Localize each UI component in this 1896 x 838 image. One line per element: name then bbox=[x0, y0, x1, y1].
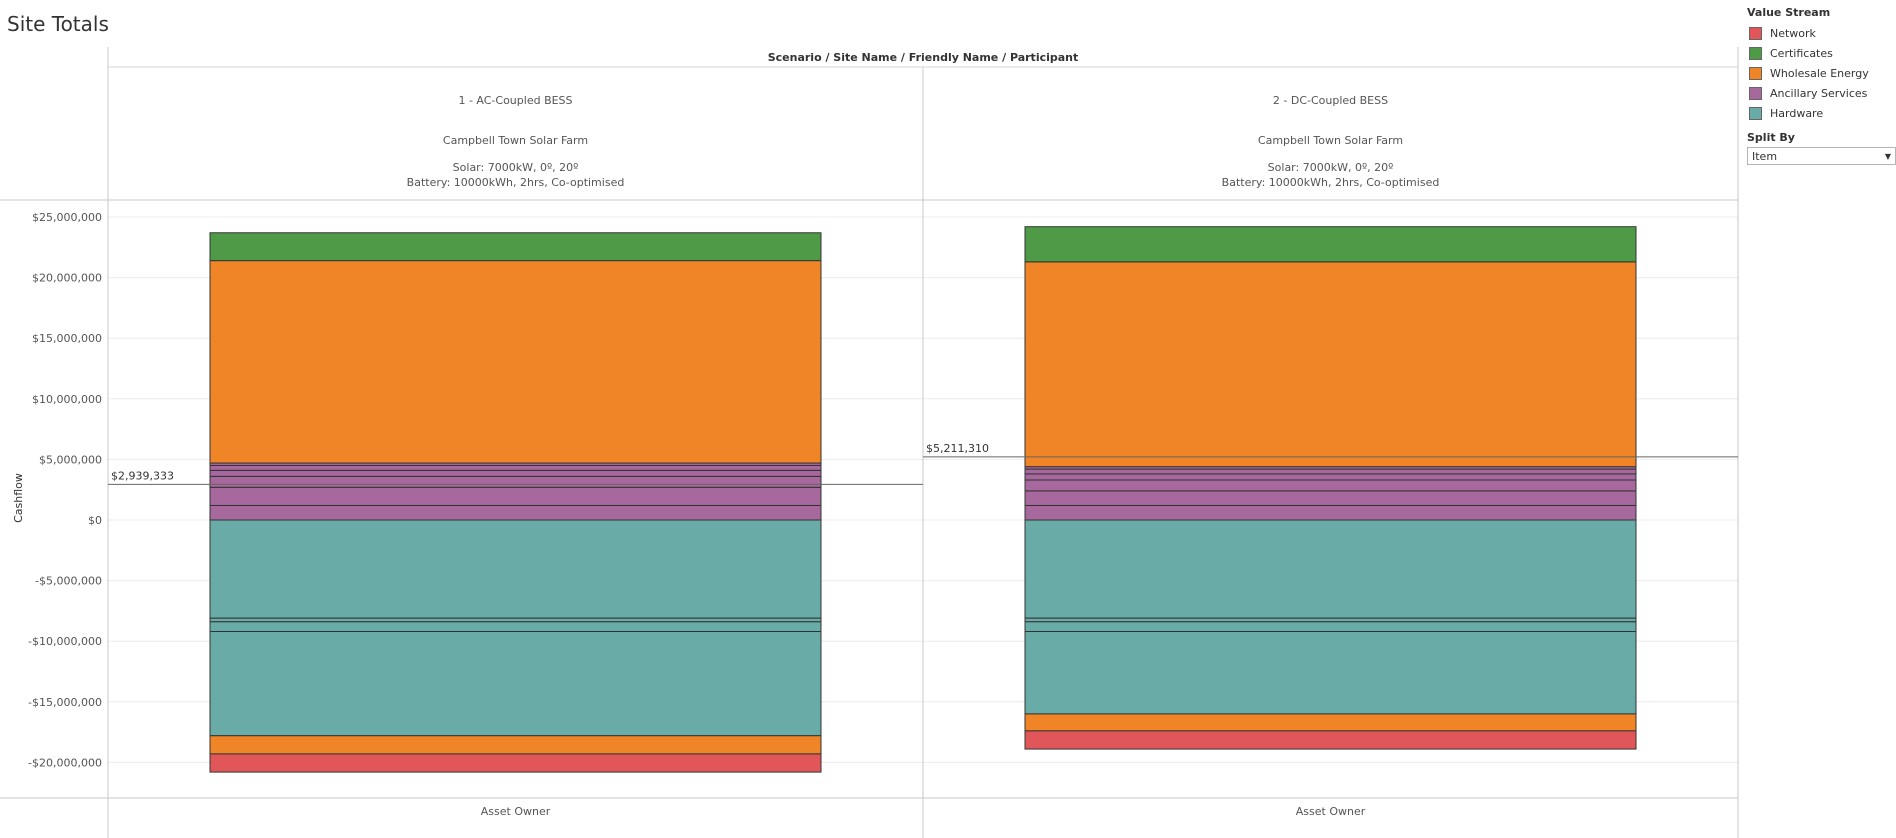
legend-item-network[interactable]: Network bbox=[1747, 23, 1896, 43]
y-tick-label: -$10,000,000 bbox=[28, 635, 102, 648]
friendly-name-line2: Battery: 10000kWh, 2hrs, Co-optimised bbox=[407, 176, 625, 189]
y-tick-label: $0 bbox=[88, 514, 102, 527]
legend-item-certificates[interactable]: Certificates bbox=[1747, 43, 1896, 63]
legend-swatch bbox=[1749, 26, 1762, 40]
y-tick-label: -$15,000,000 bbox=[28, 696, 102, 709]
legend-label: Wholesale Energy bbox=[1770, 66, 1869, 80]
bar-segment bbox=[1024, 730, 1637, 750]
bar-segment bbox=[209, 486, 822, 506]
site-name-label: Campbell Town Solar Farm bbox=[1258, 134, 1403, 147]
header-title: Scenario / Site Name / Friendly Name / P… bbox=[768, 51, 1079, 64]
page-title: Site Totals bbox=[7, 12, 109, 36]
bar-segment bbox=[209, 753, 822, 773]
friendly-name-line1: Solar: 7000kW, 0º, 20º bbox=[453, 161, 579, 174]
bar-segment bbox=[1024, 621, 1637, 633]
legend-label: Network bbox=[1770, 26, 1816, 40]
bar-segment bbox=[209, 621, 822, 633]
stacked-bar-chart: $25,000,000 $20,000,000 $15,000,000 $10,000… bbox=[0, 47, 1739, 838]
chevron-down-icon: ▼ bbox=[1884, 151, 1891, 161]
legend-label: Hardware bbox=[1770, 106, 1824, 120]
y-tick-label: $25,000,000 bbox=[32, 211, 102, 224]
legend-item-ancillary-services[interactable]: Ancillary Services bbox=[1747, 83, 1896, 103]
legend-item-hardware[interactable]: Hardware bbox=[1747, 103, 1896, 123]
bar-segment bbox=[209, 617, 822, 623]
y-tick-label: $5,000,000 bbox=[39, 453, 102, 466]
y-tick-label: $20,000,000 bbox=[32, 272, 102, 285]
legend-swatch bbox=[1749, 86, 1762, 100]
bar-segment bbox=[209, 260, 822, 464]
legend-title: Value Stream bbox=[1747, 6, 1831, 19]
split-by-dropdown[interactable]: Item ▼ bbox=[1747, 147, 1896, 165]
y-tick-label: $15,000,000 bbox=[32, 332, 102, 345]
bar-segment bbox=[1024, 617, 1637, 623]
scenario-label: 2 - DC-Coupled BESS bbox=[1273, 94, 1388, 107]
bar-segment bbox=[1024, 473, 1637, 481]
y-tick-label: $10,000,000 bbox=[32, 393, 102, 406]
bar-segment bbox=[1024, 631, 1637, 715]
bar-segment bbox=[1024, 490, 1637, 506]
split-by-value: Item bbox=[1752, 149, 1778, 163]
bar-segment bbox=[209, 232, 822, 262]
legend-label: Ancillary Services bbox=[1770, 86, 1868, 100]
legend-label: Certificates bbox=[1770, 46, 1833, 60]
bar-segment bbox=[209, 735, 822, 755]
legend: Value Stream Network Certificates Wholes… bbox=[1747, 6, 1896, 165]
reference-line-label: $5,211,310 bbox=[926, 442, 989, 455]
site-name-label: Campbell Town Solar Farm bbox=[443, 134, 588, 147]
bar-segment bbox=[209, 631, 822, 737]
participant-label: Asset Owner bbox=[1296, 805, 1366, 818]
scenario-label: 1 - AC-Coupled BESS bbox=[458, 94, 572, 107]
bar-segment bbox=[1024, 504, 1637, 521]
reference-line-label: $2,939,333 bbox=[111, 469, 174, 482]
friendly-name-line2: Battery: 10000kWh, 2hrs, Co-optimised bbox=[1222, 176, 1440, 189]
bar-segment bbox=[1024, 468, 1637, 475]
legend-swatch bbox=[1749, 106, 1762, 120]
bar-segment bbox=[209, 519, 822, 619]
legend-swatch bbox=[1749, 66, 1762, 80]
friendly-name-line1: Solar: 7000kW, 0º, 20º bbox=[1268, 161, 1394, 174]
bar-segment bbox=[209, 504, 822, 521]
bar-segment bbox=[1024, 519, 1637, 619]
bar-segment bbox=[209, 475, 822, 488]
bar-segment bbox=[209, 464, 822, 471]
split-by-label: Split By bbox=[1747, 131, 1795, 144]
participant-label: Asset Owner bbox=[481, 805, 551, 818]
bar-segment bbox=[209, 469, 822, 477]
legend-swatch bbox=[1749, 46, 1762, 60]
y-tick-label: -$5,000,000 bbox=[35, 575, 102, 588]
y-tick-label: -$20,000,000 bbox=[28, 756, 102, 769]
legend-item-wholesale-energy[interactable]: Wholesale Energy bbox=[1747, 63, 1896, 83]
bar-segment bbox=[1024, 479, 1637, 492]
y-axis-label: Cashflow bbox=[12, 473, 25, 523]
bar-segment bbox=[1024, 713, 1637, 732]
bar-segment bbox=[1024, 261, 1637, 468]
bar-segment bbox=[1024, 226, 1637, 263]
